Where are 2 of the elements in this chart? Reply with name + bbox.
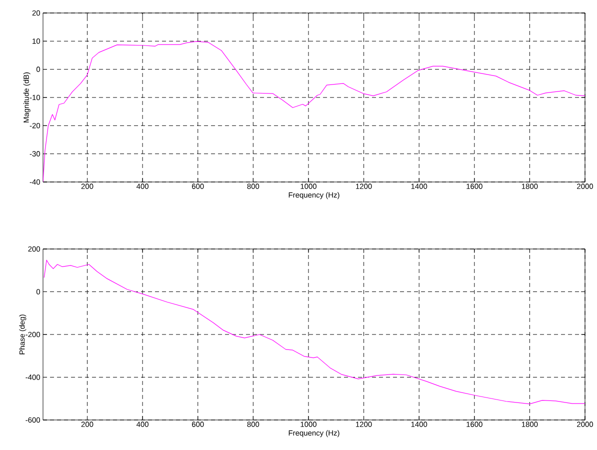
- line-series: [43, 41, 586, 182]
- line-series: [44, 260, 586, 404]
